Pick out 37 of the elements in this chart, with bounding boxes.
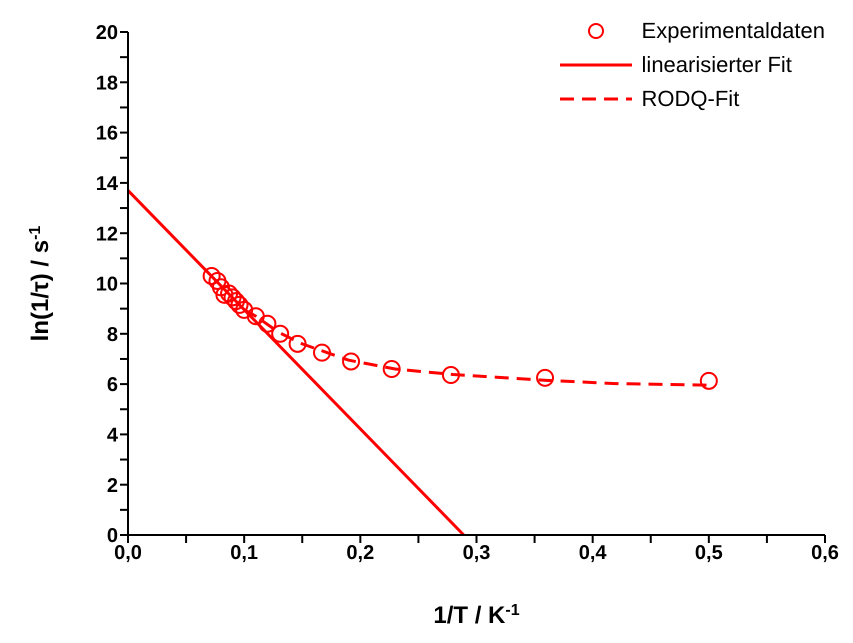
y-tick-label: 20 (96, 22, 118, 44)
point (271, 324, 290, 343)
point (208, 272, 226, 290)
y-tick-label: 4 (106, 424, 119, 446)
y-tick-label: 14 (96, 173, 119, 195)
point (212, 278, 230, 296)
point (288, 334, 307, 353)
point (700, 372, 718, 390)
point (235, 300, 254, 319)
x-tick-label: 0,2 (346, 542, 374, 564)
x-axis-title: 1/T / K$^{-1}$ (433, 602, 520, 629)
y-tick-label: 6 (106, 374, 118, 396)
y-tick-label: 8 (106, 324, 118, 346)
legend-label: Experimentaldaten (642, 18, 825, 44)
x-tick-label: 0,4 (578, 542, 608, 564)
x-tick-label: 0,3 (462, 542, 490, 564)
point (215, 286, 234, 304)
point (246, 307, 265, 326)
point (342, 352, 360, 370)
y-tick-label: 16 (96, 122, 118, 145)
x-tick-label: 0,5 (694, 542, 723, 564)
x-tick-label: 0,1 (230, 542, 258, 564)
point (202, 266, 221, 285)
y-tick-label: 18 (96, 72, 118, 94)
y-tick-label: 2 (106, 474, 118, 497)
point (536, 368, 554, 387)
point (442, 366, 460, 384)
y-tick-label: 10 (96, 274, 118, 296)
x-tick-label: 0,0 (114, 542, 142, 564)
legend-label: RODQ-Fit (642, 86, 740, 112)
point (382, 360, 401, 378)
point (258, 314, 276, 333)
legend-label: linearisierter Fit (642, 52, 792, 78)
point (230, 296, 249, 314)
y-tick-label: 12 (96, 223, 118, 246)
point (313, 344, 331, 362)
x-tick-label: 0,6 (811, 542, 839, 564)
